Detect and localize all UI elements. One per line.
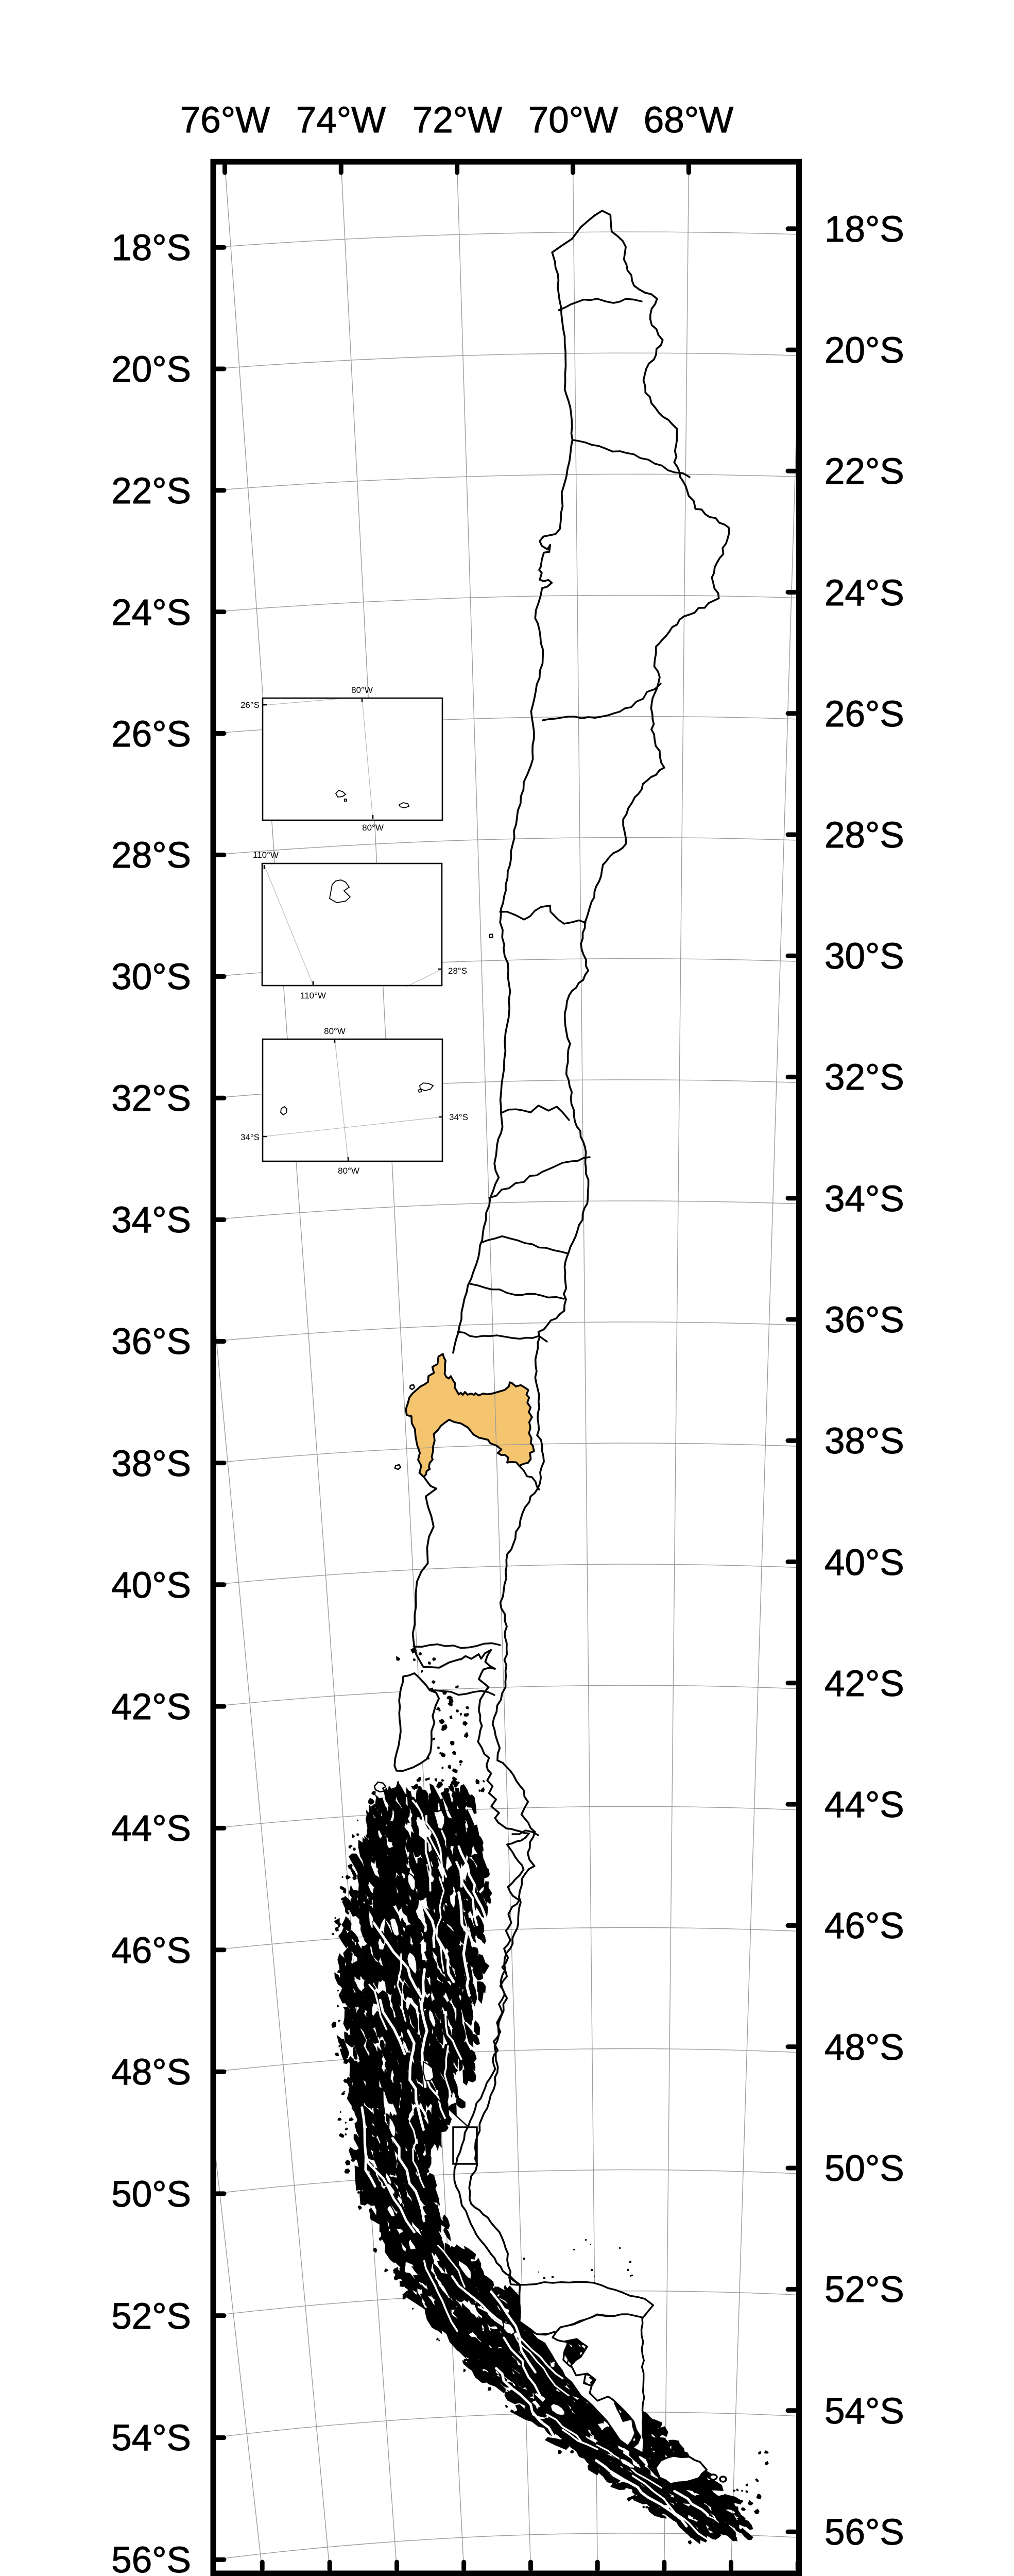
svg-text:54°S: 54°S bbox=[111, 2418, 191, 2459]
svg-text:24°S: 24°S bbox=[824, 573, 904, 614]
svg-text:38°S: 38°S bbox=[111, 1444, 191, 1484]
svg-text:80°W: 80°W bbox=[362, 823, 384, 833]
svg-text:50°S: 50°S bbox=[111, 2174, 191, 2215]
svg-text:34°S: 34°S bbox=[240, 1132, 260, 1142]
svg-text:20°S: 20°S bbox=[111, 349, 191, 390]
svg-text:34°S: 34°S bbox=[111, 1200, 191, 1241]
svg-text:30°S: 30°S bbox=[111, 957, 191, 997]
svg-text:42°S: 42°S bbox=[111, 1687, 191, 1727]
svg-text:80°W: 80°W bbox=[324, 1026, 346, 1036]
svg-text:26°S: 26°S bbox=[111, 714, 191, 755]
svg-text:48°S: 48°S bbox=[111, 2052, 191, 2093]
svg-text:80°W: 80°W bbox=[338, 1166, 359, 1176]
svg-text:44°S: 44°S bbox=[111, 1808, 191, 1849]
svg-text:26°S: 26°S bbox=[240, 700, 260, 710]
svg-text:28°S: 28°S bbox=[111, 835, 191, 876]
svg-text:36°S: 36°S bbox=[111, 1321, 191, 1362]
svg-text:52°S: 52°S bbox=[824, 2269, 904, 2310]
svg-text:74°W: 74°W bbox=[296, 100, 386, 141]
svg-text:40°S: 40°S bbox=[111, 1565, 191, 1606]
svg-text:22°S: 22°S bbox=[824, 451, 904, 492]
svg-text:34°S: 34°S bbox=[449, 1112, 468, 1122]
svg-text:80°W: 80°W bbox=[351, 685, 373, 695]
svg-text:32°S: 32°S bbox=[824, 1057, 904, 1098]
svg-text:18°S: 18°S bbox=[824, 209, 904, 250]
svg-text:34°S: 34°S bbox=[824, 1179, 904, 1219]
svg-text:44°S: 44°S bbox=[824, 1785, 904, 1825]
svg-text:42°S: 42°S bbox=[824, 1664, 904, 1704]
svg-text:48°S: 48°S bbox=[824, 2027, 904, 2068]
svg-text:28°S: 28°S bbox=[824, 815, 904, 856]
svg-text:20°S: 20°S bbox=[824, 330, 904, 371]
svg-text:38°S: 38°S bbox=[824, 1421, 904, 1462]
svg-text:72°W: 72°W bbox=[413, 100, 502, 141]
svg-text:24°S: 24°S bbox=[111, 592, 191, 633]
svg-text:18°S: 18°S bbox=[111, 228, 191, 268]
svg-text:50°S: 50°S bbox=[824, 2148, 904, 2189]
svg-text:110°W: 110°W bbox=[253, 850, 279, 860]
svg-text:56°S: 56°S bbox=[824, 2512, 904, 2553]
svg-text:70°W: 70°W bbox=[528, 100, 618, 141]
svg-text:32°S: 32°S bbox=[111, 1078, 191, 1119]
svg-text:52°S: 52°S bbox=[111, 2296, 191, 2337]
svg-text:110°W: 110°W bbox=[300, 991, 326, 1001]
svg-text:36°S: 36°S bbox=[824, 1300, 904, 1341]
svg-text:76°W: 76°W bbox=[180, 100, 270, 141]
svg-text:54°S: 54°S bbox=[824, 2391, 904, 2432]
svg-text:56°S: 56°S bbox=[111, 2540, 191, 2576]
svg-text:46°S: 46°S bbox=[824, 1906, 904, 1946]
svg-text:68°W: 68°W bbox=[644, 100, 733, 141]
svg-text:26°S: 26°S bbox=[824, 694, 904, 735]
svg-text:40°S: 40°S bbox=[824, 1543, 904, 1583]
svg-text:22°S: 22°S bbox=[111, 471, 191, 512]
svg-text:30°S: 30°S bbox=[824, 936, 904, 977]
svg-text:46°S: 46°S bbox=[111, 1930, 191, 1971]
svg-text:28°S: 28°S bbox=[448, 966, 467, 976]
